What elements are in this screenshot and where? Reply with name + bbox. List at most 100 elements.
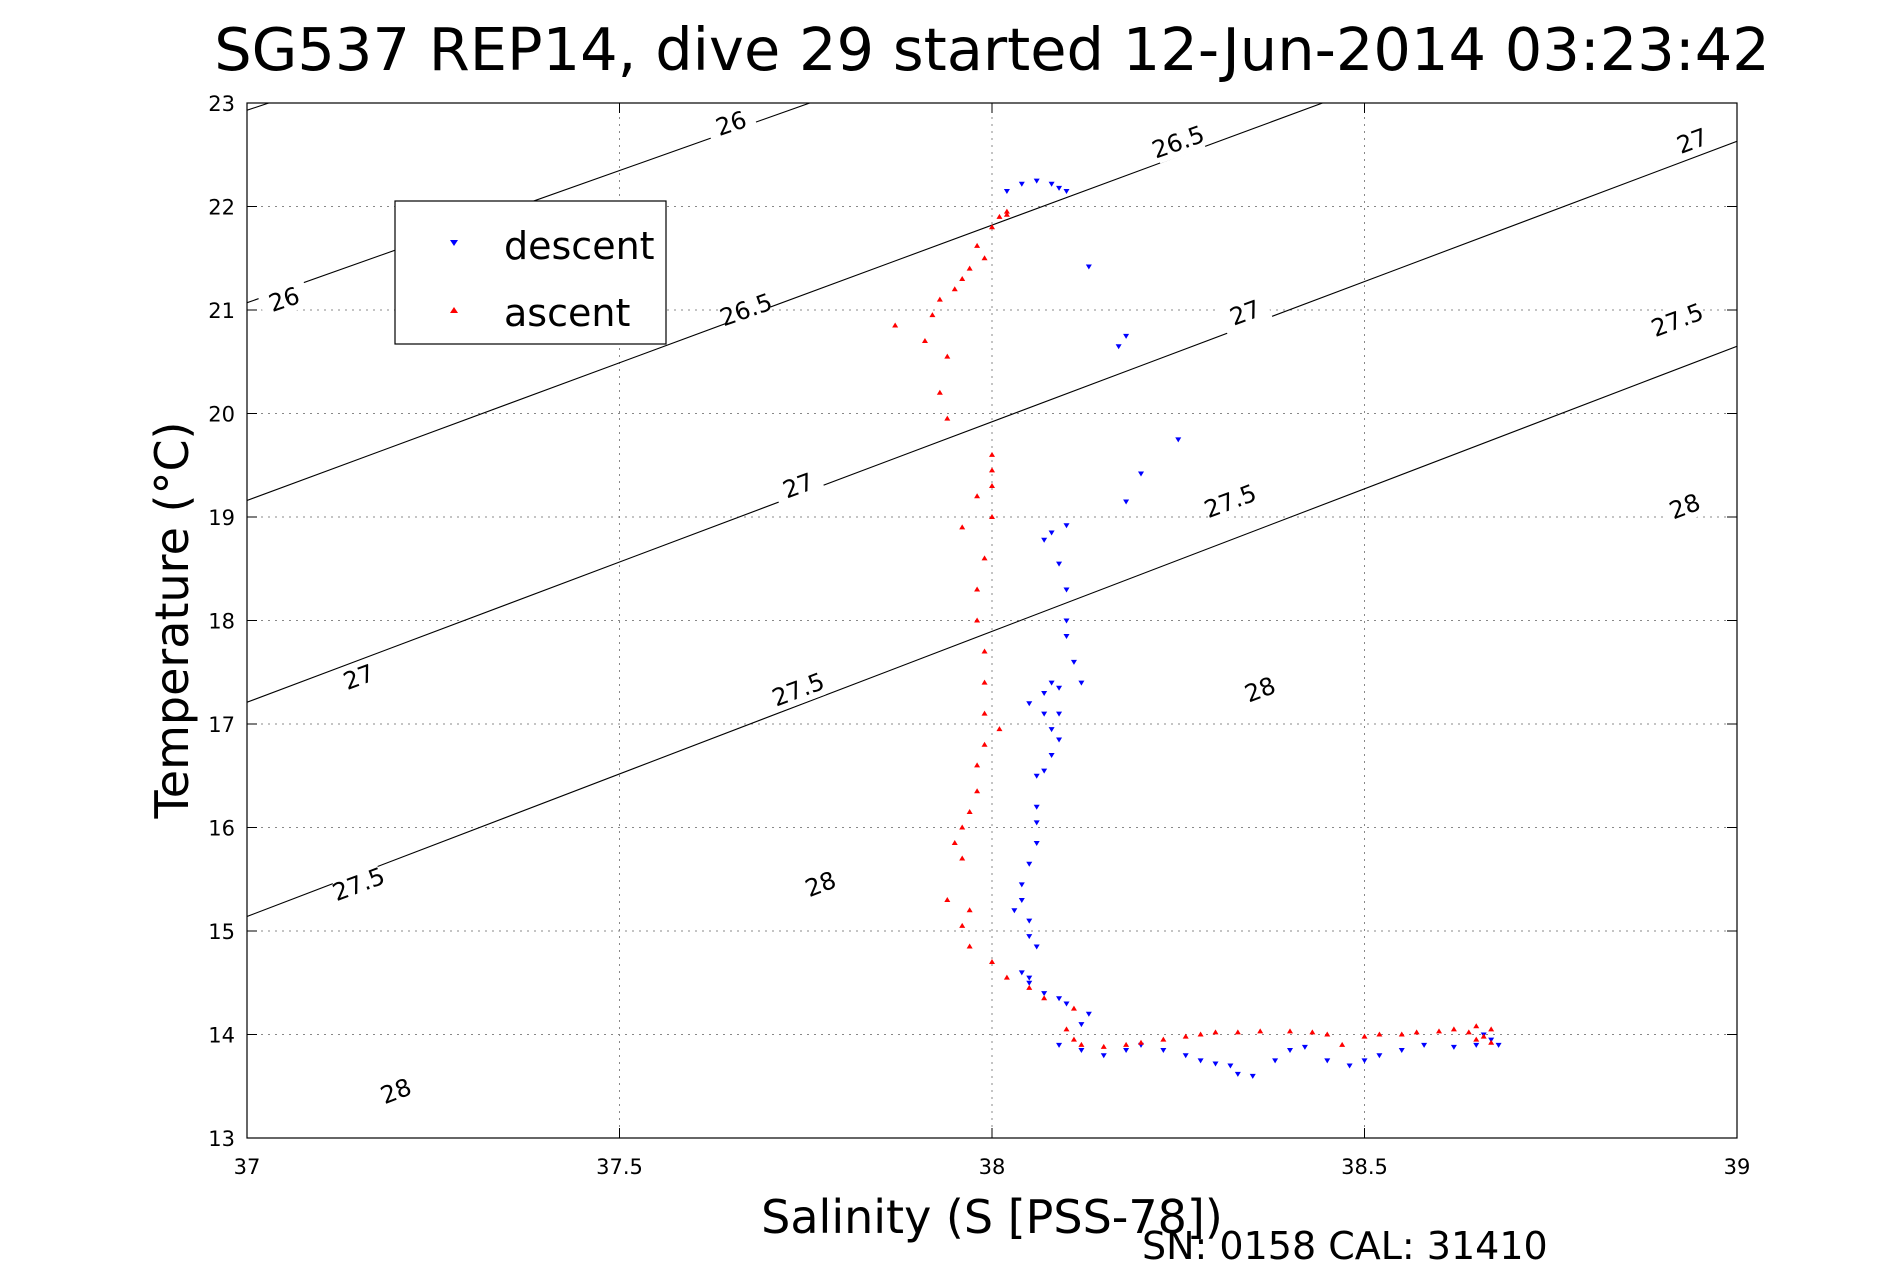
descent-point <box>1063 188 1070 194</box>
descent-point <box>1041 768 1048 774</box>
ascent-point <box>966 808 973 814</box>
y-tick-label: 23 <box>208 92 235 116</box>
ascent-point <box>1488 1026 1495 1032</box>
descent-point <box>1063 1001 1070 1007</box>
y-tick-label: 18 <box>208 610 235 634</box>
ascent-point <box>1473 1023 1480 1029</box>
descent-point <box>1450 1044 1457 1050</box>
descent-point <box>1227 1063 1234 1069</box>
descent-point <box>1048 753 1055 759</box>
contour-label-background <box>1664 119 1720 163</box>
descent-point <box>1473 1042 1480 1048</box>
descent-point <box>1048 680 1055 686</box>
descent-point <box>1160 1048 1167 1054</box>
density-contours <box>247 103 1737 918</box>
ascent-point <box>1003 974 1010 980</box>
ascent-point <box>1473 1036 1480 1042</box>
descent-point <box>1115 344 1122 350</box>
x-tick-label: 37 <box>234 1155 261 1179</box>
ascent-point <box>959 922 966 928</box>
contour-label-background <box>1650 298 1705 342</box>
descent-point <box>1056 561 1063 567</box>
ascent-point <box>959 855 966 861</box>
ascent-point <box>974 788 981 794</box>
descent-point <box>1056 737 1063 743</box>
descent-point <box>1056 996 1063 1002</box>
ascent-point <box>974 242 981 248</box>
density-contour-27.5 <box>247 140 1737 703</box>
contour-label-background <box>770 464 826 508</box>
ascent-point <box>1234 1029 1241 1035</box>
ascent-point <box>959 824 966 830</box>
serial-calibration-footer: SN: 0158 CAL: 31410 <box>1142 1224 1548 1262</box>
contour-label-background <box>793 862 849 907</box>
descent-point <box>1212 1061 1219 1067</box>
contour-label-background <box>331 862 387 906</box>
ascent-point <box>1450 1026 1457 1032</box>
contour-label-background <box>1657 484 1713 529</box>
descent-point <box>1287 1048 1293 1054</box>
descent-point <box>1026 975 1033 981</box>
ascent-point <box>1436 1028 1442 1034</box>
data-points <box>892 178 1502 1079</box>
ascent-point <box>1070 1036 1077 1042</box>
descent-point <box>1041 991 1048 997</box>
legend-ascent-label: ascent <box>504 291 630 335</box>
ascent-point <box>1160 1036 1167 1042</box>
plot-area-frame <box>246 102 1738 1139</box>
descent-point <box>1078 1022 1085 1028</box>
descent-point <box>1003 188 1010 194</box>
ascent-point <box>989 959 995 965</box>
descent-point <box>1026 701 1033 707</box>
descent-point <box>1033 841 1040 847</box>
contour-label-background <box>770 668 826 712</box>
contour-label-background <box>331 655 387 699</box>
contour-label-27.5: 27.5 <box>329 862 389 907</box>
descent-point <box>1041 690 1048 696</box>
ascent-point <box>1070 1005 1077 1011</box>
descent-point <box>1063 634 1070 640</box>
descent-point <box>1123 1048 1130 1054</box>
descent-point <box>1026 918 1033 924</box>
descent-point <box>1056 685 1063 691</box>
x-tick-label: 38.5 <box>1341 1155 1388 1179</box>
y-tick-label: 19 <box>208 506 235 530</box>
contour-label-27.5: 27.5 <box>1647 298 1707 343</box>
descent-point <box>1056 1042 1063 1048</box>
descent-point <box>1138 471 1144 477</box>
descent-point <box>1063 587 1070 593</box>
descent-point <box>1398 1048 1405 1054</box>
legend: descent ascent <box>394 200 667 345</box>
ascent-point <box>981 648 988 654</box>
contour-label-background <box>257 278 312 321</box>
ascent-point <box>1138 1039 1144 1045</box>
y-tick-label: 20 <box>208 403 235 427</box>
y-tick-label: 17 <box>208 713 235 737</box>
ascent-point <box>974 617 981 623</box>
ascent-point <box>1182 1033 1189 1039</box>
y-axis-label: Temperature (°C) <box>145 421 199 819</box>
ascent-point <box>996 726 1003 732</box>
ascent-point <box>1026 984 1033 990</box>
descent-point <box>1376 1053 1383 1059</box>
y-tick-label: 16 <box>208 817 235 841</box>
descent-point <box>1249 1073 1256 1079</box>
ascent-point <box>921 338 928 344</box>
ascent-point <box>944 415 951 421</box>
x-axis-label: Salinity (S [PSS-78]) <box>761 1190 1223 1244</box>
descent-point <box>1085 264 1092 270</box>
contour-label-background <box>1150 121 1206 164</box>
contour-label-background <box>718 288 774 332</box>
ascent-point <box>1309 1029 1316 1035</box>
contour-label-background <box>1232 668 1288 712</box>
ascent-point <box>981 255 988 261</box>
descent-point <box>1123 499 1130 505</box>
descent-point <box>1033 820 1040 826</box>
descent-point <box>1495 1042 1502 1048</box>
contour-label-background <box>704 102 759 145</box>
ascent-point <box>989 514 995 519</box>
ascent-point <box>1197 1031 1204 1037</box>
descent-point <box>1078 680 1085 686</box>
ascent-point <box>1339 1041 1346 1047</box>
contour-label-27.5: 27.5 <box>1200 479 1260 524</box>
